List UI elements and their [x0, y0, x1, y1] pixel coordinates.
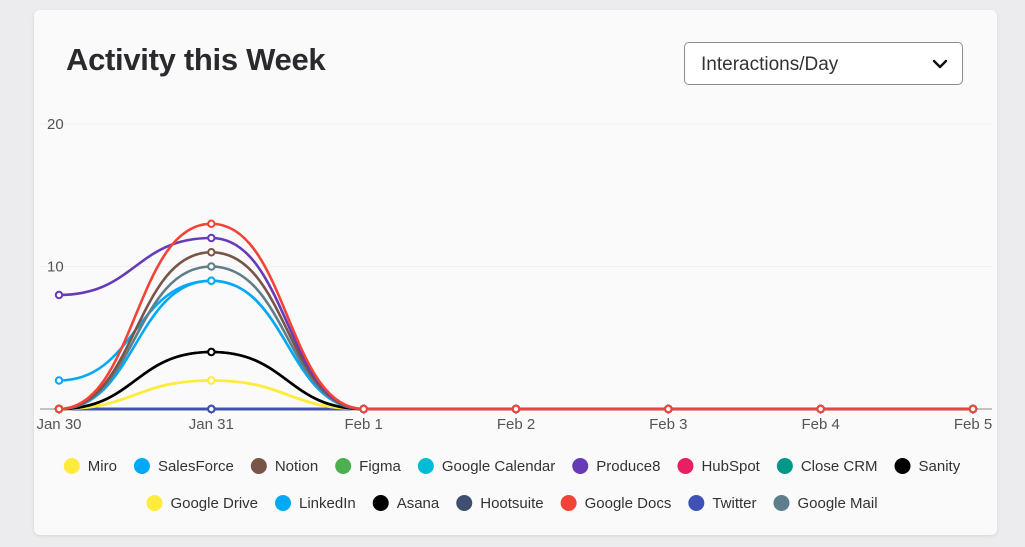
series-line-produce8 — [58, 236, 973, 411]
legend-swatch-close-crm — [776, 458, 793, 474]
data-point-google-docs — [511, 404, 521, 414]
legend-swatch-notion — [250, 458, 267, 474]
legend-swatch-google-calendar — [417, 458, 434, 474]
x-tick-label: Feb 3 — [649, 416, 687, 433]
data-point-google-drive — [207, 376, 216, 385]
legend-label-miro: Miro — [88, 458, 117, 475]
data-point-salesforce — [54, 376, 64, 385]
legend-label-produce8: Produce8 — [596, 458, 660, 475]
legend-label-google-calendar: Google Calendar — [442, 458, 555, 475]
series-line-linkedin — [58, 279, 973, 411]
legend-swatch-google-mail — [773, 495, 790, 511]
x-tick-label: Feb 1 — [344, 416, 382, 433]
series-line-salesforce — [58, 279, 973, 411]
data-point-linkedin — [207, 276, 216, 285]
data-point-asana — [207, 347, 216, 357]
data-point-google-docs — [54, 404, 64, 414]
legend-label-google-docs: Google Docs — [585, 495, 672, 512]
legend-swatch-figma — [335, 458, 352, 474]
metric-select-value: Interactions/Day — [701, 54, 839, 75]
data-point-notion — [207, 248, 216, 257]
legend-label-linkedin: LinkedIn — [299, 495, 356, 512]
legend-label-figma: Figma — [359, 458, 401, 475]
legend-swatch-hubspot — [677, 458, 694, 474]
series-line-google-docs — [58, 222, 973, 411]
data-point-google-mail — [207, 262, 216, 271]
data-point-google-docs — [664, 404, 673, 414]
page-title: Activity this Week — [66, 42, 326, 77]
legend-swatch-produce8 — [572, 458, 589, 474]
legend-label-notion: Notion — [275, 458, 318, 475]
data-point-produce8 — [54, 290, 64, 300]
y-tick-label: 20 — [47, 116, 64, 133]
legend-swatch-google-drive — [146, 495, 163, 511]
x-tick-label: Feb 5 — [954, 416, 992, 433]
x-tick-label: Feb 4 — [801, 416, 839, 433]
legend-swatch-twitter — [688, 495, 705, 511]
legend-swatch-google-docs — [560, 495, 577, 511]
y-tick-label: 10 — [47, 259, 64, 276]
data-point-produce8 — [207, 233, 216, 243]
series-line-google-mail — [58, 265, 973, 411]
legend-swatch-sanity — [894, 458, 911, 474]
series-line-notion — [58, 250, 973, 411]
legend-label-google-drive: Google Drive — [170, 495, 258, 512]
chevron-down-icon — [932, 57, 948, 75]
legend-label-hubspot: HubSpot — [701, 458, 760, 475]
activity-card: Activity this Week Interactions/Day — [34, 10, 997, 535]
legend-label-salesforce: SalesForce — [158, 458, 234, 475]
data-point-google-docs — [968, 404, 978, 414]
legend-swatch-linkedin — [275, 495, 292, 511]
legend-label-sanity: Sanity — [919, 458, 961, 475]
series-line-miro — [58, 379, 973, 411]
x-tick-label: Jan 31 — [189, 416, 234, 433]
metric-select[interactable]: Interactions/Day — [684, 42, 963, 85]
data-point-twitter — [207, 404, 216, 414]
legend-swatch-hootsuite — [456, 495, 473, 511]
legend-label-asana: Asana — [397, 495, 440, 512]
data-point-google-docs — [816, 404, 825, 414]
x-tick-label: Jan 30 — [36, 416, 81, 433]
x-tick-label: Feb 2 — [497, 416, 535, 433]
legend-label-close-crm: Close CRM — [801, 458, 878, 475]
legend-label-google-mail: Google Mail — [797, 495, 877, 512]
legend-swatch-salesforce — [133, 458, 150, 474]
legend-swatch-asana — [372, 495, 389, 511]
series-line-google-drive — [58, 379, 973, 411]
legend-label-hootsuite: Hootsuite — [480, 495, 543, 512]
data-point-google-docs — [359, 404, 368, 414]
legend-label-twitter: Twitter — [712, 495, 756, 512]
data-point-google-docs — [207, 219, 216, 228]
legend-swatch-miro — [63, 458, 80, 474]
